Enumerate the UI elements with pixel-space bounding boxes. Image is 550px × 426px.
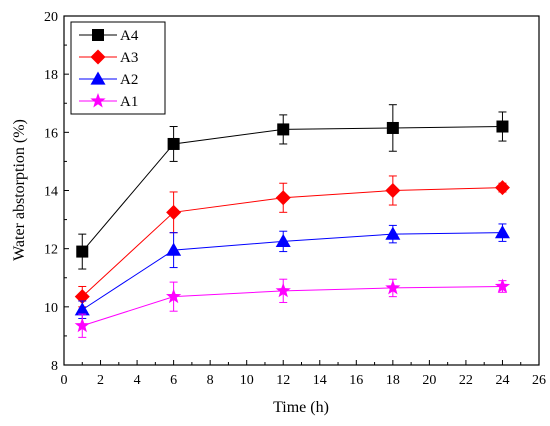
legend-label: A2	[120, 72, 138, 88]
y-tick-label: 10	[44, 301, 58, 316]
data-point	[76, 245, 89, 258]
x-tick-label: 12	[276, 373, 290, 388]
data-point	[166, 242, 182, 256]
data-point	[275, 282, 291, 298]
data-point	[74, 302, 90, 316]
x-tick-label: 26	[532, 373, 546, 388]
x-axis: 0 2 4 6 8 10 12 14 16 18 20 22 24 26	[61, 360, 546, 388]
x-tick-label: 10	[240, 373, 254, 388]
data-point	[494, 180, 510, 196]
y-tick-label: 18	[44, 68, 58, 83]
legend-label: A1	[120, 94, 138, 110]
x-tick-label: 0	[61, 373, 68, 388]
x-tick-label: 24	[495, 373, 509, 388]
data-point	[166, 288, 182, 304]
data-point	[275, 190, 291, 206]
legend-marker	[90, 71, 106, 85]
x-tick-label: 16	[349, 373, 363, 388]
series-line	[81, 232, 503, 311]
y-axis: 8 10 12 14 16 18 20	[44, 10, 69, 374]
x-tick-label: 6	[170, 373, 177, 388]
x-tick-label: 22	[459, 373, 473, 388]
series-layer	[74, 104, 511, 338]
series-line	[82, 285, 503, 327]
data-point	[494, 278, 511, 293]
data-point	[275, 233, 291, 248]
y-tick-label: 20	[44, 10, 58, 25]
legend-label: A3	[120, 50, 138, 66]
legend: A4 A3 A2 A1	[70, 21, 166, 115]
y-tick-label: 12	[44, 243, 58, 258]
x-tick-label: 8	[207, 373, 214, 388]
data-point	[74, 317, 90, 333]
data-point	[386, 121, 399, 134]
legend-marker	[90, 49, 106, 65]
data-point	[385, 279, 401, 295]
y-tick-label: 14	[44, 185, 58, 200]
y-tick-label: 8	[51, 359, 58, 374]
data-point	[167, 137, 180, 150]
legend-box	[70, 21, 166, 115]
series-line	[81, 187, 503, 298]
data-point	[496, 120, 509, 133]
series-A3	[74, 175, 510, 308]
y-axis-title: Water abstorption (%)	[11, 119, 28, 261]
legend-marker	[92, 29, 104, 41]
series-A2	[74, 223, 510, 319]
x-tick-label: 18	[386, 373, 400, 388]
data-point	[385, 183, 401, 198]
legend-marker	[90, 93, 106, 108]
data-point	[385, 226, 401, 240]
data-point	[494, 225, 510, 239]
x-tick-label: 2	[97, 373, 104, 388]
x-tick-label: 14	[313, 373, 327, 388]
data-point	[74, 289, 90, 305]
legend-label: A4	[120, 28, 139, 44]
x-axis-title: Time (h)	[273, 399, 329, 416]
x-tick-label: 20	[422, 373, 436, 388]
data-point	[277, 123, 290, 136]
data-point	[166, 204, 182, 220]
series-A4	[76, 104, 509, 270]
y-tick-label: 16	[44, 126, 58, 141]
series-A1	[74, 278, 511, 338]
x-tick-label: 4	[134, 373, 141, 388]
